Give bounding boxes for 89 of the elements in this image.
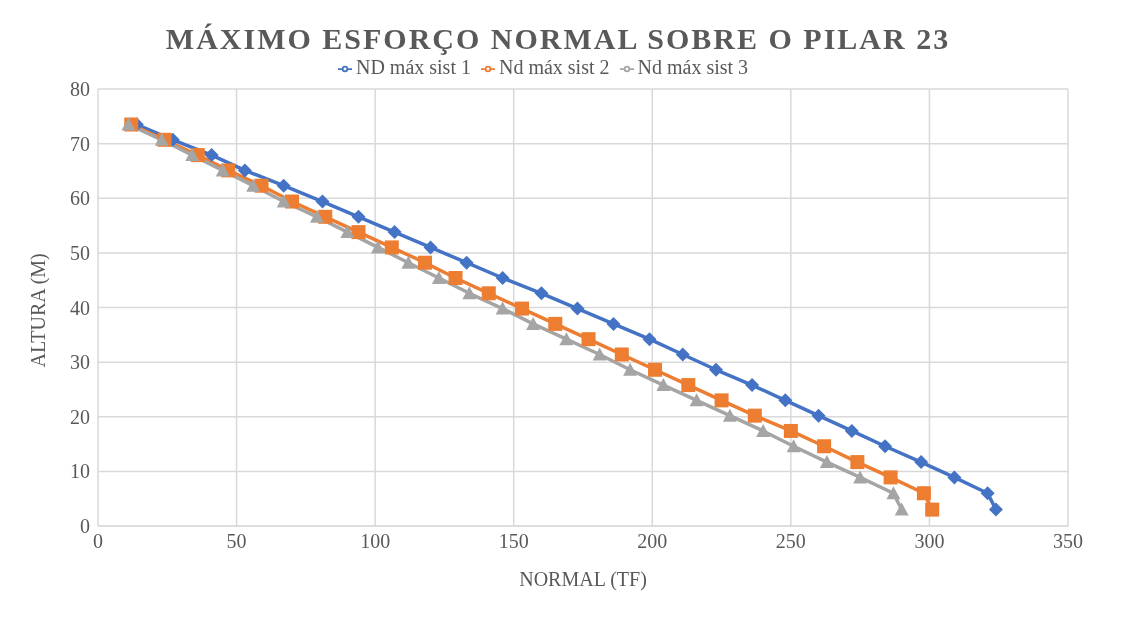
point [745,378,760,393]
legend-label: Nd máx sist 2 [498,56,610,78]
legend-label: ND máx sist 1 [355,56,471,78]
y-tick-label: 40 [70,296,90,319]
y-tick-label: 80 [70,78,90,101]
point [351,209,366,224]
point [431,271,446,284]
point [817,439,832,454]
point [714,393,729,408]
y-tick-label: 50 [70,241,90,264]
point [592,347,607,361]
point [886,486,901,500]
point [709,362,724,377]
x-tick-label: 50 [226,530,247,553]
point [783,423,798,438]
point [370,240,385,254]
point [309,209,324,223]
point [623,362,638,376]
point [689,393,704,407]
point [481,286,496,301]
point [548,316,563,331]
point [947,470,962,485]
point [850,455,865,470]
legend-label: Nd máx sist 3 [637,56,749,78]
point [778,393,793,408]
x-tick-label: 350 [1053,530,1083,553]
point [648,362,663,377]
point [495,301,510,315]
point [459,255,474,270]
x-tick-label: 300 [914,530,945,553]
point [853,470,868,484]
point [819,455,834,469]
point [606,316,621,331]
x-tick-label: 150 [498,530,529,553]
y-tick-label: 0 [80,515,90,538]
y-tick-label: 30 [70,351,90,374]
point [894,502,909,516]
point [462,286,477,300]
point [351,225,366,240]
point [642,332,657,347]
point [401,255,416,269]
point [916,486,931,501]
point [237,163,252,178]
point [925,502,940,517]
point [384,240,399,255]
x-axis-title: NORMAL (TF) [519,568,647,591]
point [786,439,801,453]
point [276,194,291,208]
point [675,347,690,362]
x-tick-label: 200 [637,530,668,553]
point [681,378,696,393]
point [988,502,1003,517]
point [756,423,771,437]
point [559,332,574,346]
x-tick-label: 250 [775,530,806,553]
point [204,148,219,163]
point [747,408,762,423]
point [423,240,438,255]
point [581,332,596,347]
y-tick-label: 60 [70,187,90,210]
point [534,286,549,301]
point [570,301,585,316]
point [246,178,261,192]
point [878,439,893,454]
point [185,148,200,162]
chart-title: MÁXIMO ESFORÇO NORMAL SOBRE O PILAR 23 [164,22,952,56]
y-tick-label: 70 [70,132,90,155]
point [656,378,671,392]
point [276,178,291,193]
y-axis-title: ALTURA (M) [27,253,51,368]
point [515,301,530,316]
point [315,194,330,209]
point [526,316,541,330]
point [340,225,355,239]
point [387,225,402,240]
point [448,271,463,285]
point [215,163,230,177]
y-tick-label: 20 [70,405,90,428]
point [844,423,859,438]
point [418,255,433,270]
point [614,347,629,362]
point [883,470,898,485]
y-tick-label: 10 [70,460,90,483]
x-tick-label: 100 [360,530,391,553]
point [811,408,826,423]
point [722,408,737,422]
point [495,271,510,285]
point [914,455,929,470]
point [980,486,995,501]
